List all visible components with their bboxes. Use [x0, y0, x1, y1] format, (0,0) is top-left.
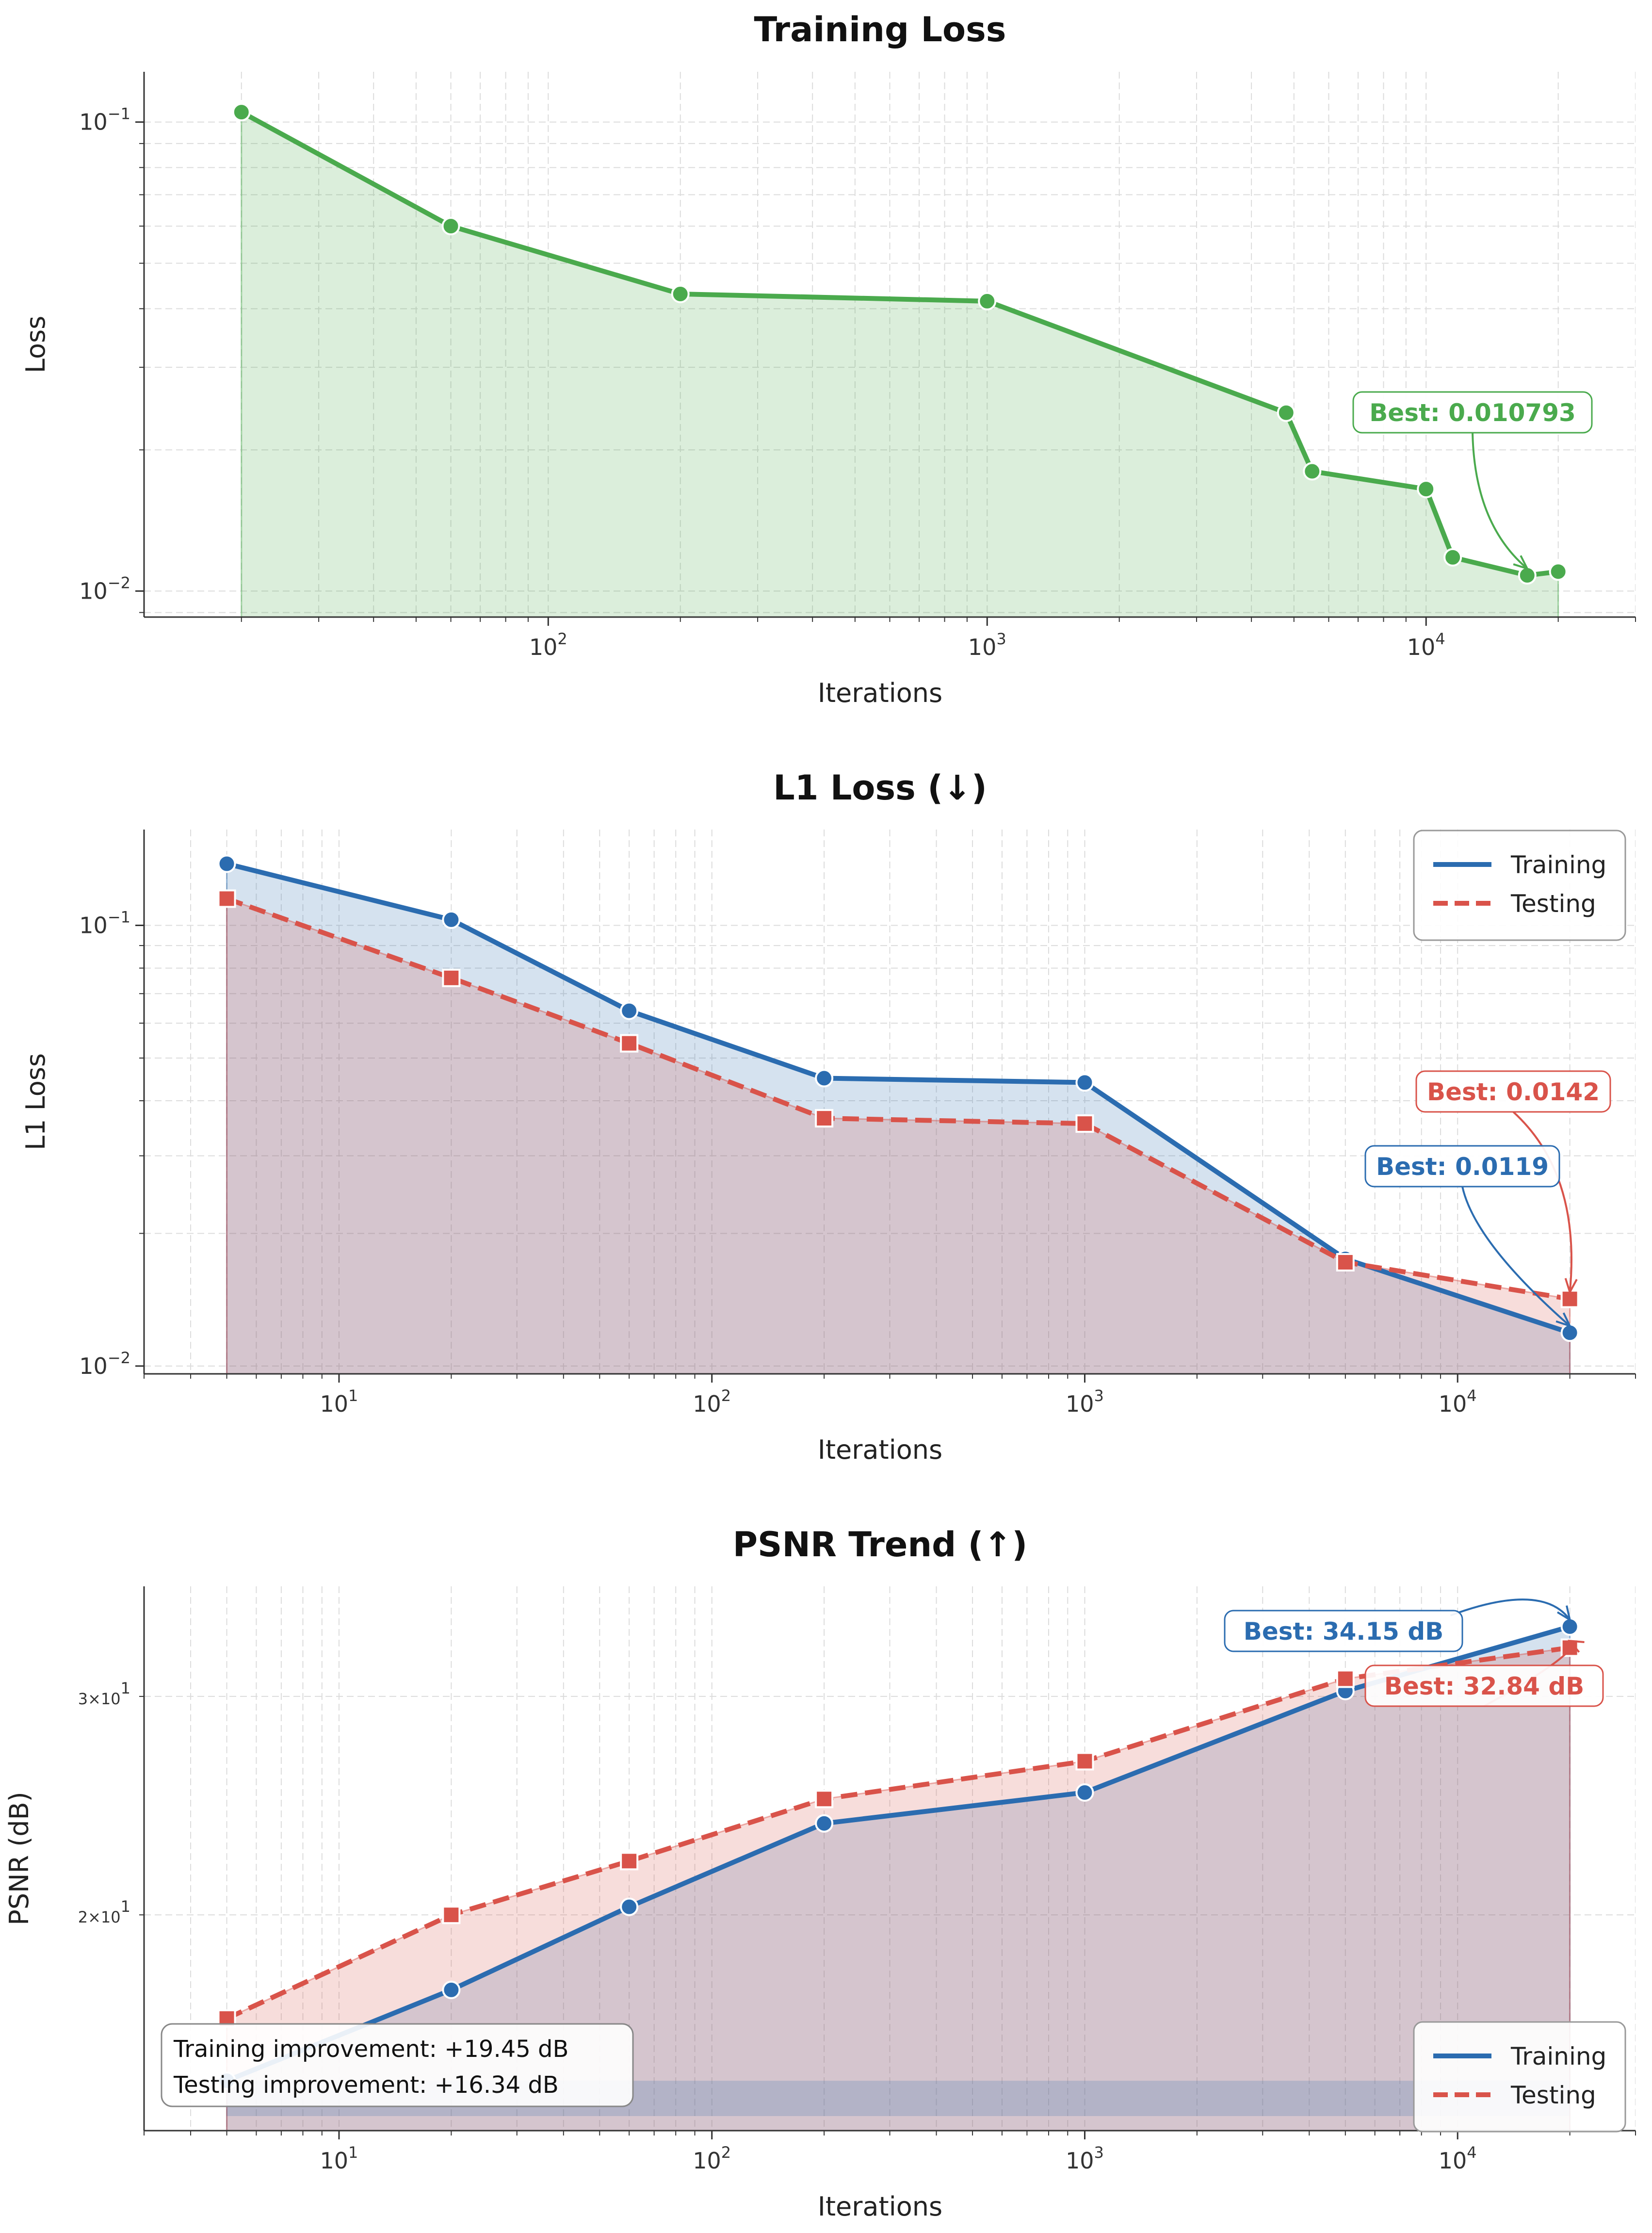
- legend-label-testing: Testing: [1510, 2081, 1596, 2109]
- x-tick-label: 103: [1066, 2143, 1104, 2174]
- y-tick-label: 3×101: [78, 1679, 130, 1708]
- y-tick-label: 10−1: [79, 105, 130, 135]
- x-tick-label: 104: [1439, 1386, 1477, 1417]
- y-axis-label: Loss: [20, 316, 51, 373]
- data-point-training: [815, 1069, 834, 1088]
- annotation-label: Best: 34.15 dB: [1244, 1617, 1444, 1646]
- plot-area: [232, 103, 1568, 617]
- x-tick-label: 104: [1407, 630, 1445, 660]
- chart-title: PSNR Trend (↑): [733, 1525, 1028, 1565]
- y-axis-label: PSNR (dB): [4, 1792, 34, 1925]
- legend-label-training: Training: [1510, 2042, 1606, 2070]
- data-point-testing: [620, 1034, 639, 1053]
- y-tick-label: 10−2: [79, 1349, 130, 1379]
- data-point-loss: [1303, 462, 1322, 481]
- x-axis-label: Iterations: [818, 678, 942, 708]
- data-point-training: [442, 1980, 461, 1999]
- x-tick-label: 101: [320, 1386, 358, 1417]
- x-tick-label: 102: [693, 2143, 731, 2174]
- improvement-info: Training improvement: +19.45 dB Testing i…: [161, 2023, 634, 2107]
- y-tick-label: 2×101: [78, 1897, 130, 1926]
- x-tick-label: 102: [693, 1386, 731, 1417]
- series-line-loss: [240, 110, 1559, 578]
- annotation-label: Best: 0.0142: [1427, 1078, 1600, 1106]
- x-tick-label: 103: [1066, 1386, 1104, 1417]
- legend-label-training: Training: [1510, 851, 1606, 879]
- data-point-loss: [671, 284, 690, 303]
- chart-title: Training Loss: [754, 10, 1006, 49]
- data-point-training: [442, 910, 461, 929]
- annotation-label: Best: 32.84 dB: [1384, 1672, 1585, 1700]
- annotation-box: [1224, 1610, 1463, 1652]
- panel-1: 102 103 104 10−2 10−1 Training Loss Iterations…: [20, 10, 1636, 708]
- panel-3: 101 102 103 104 2×101 3×101 PSNR Trend (↑) Iter…: [4, 1525, 1636, 2222]
- y-tick-label: 10−1: [79, 908, 130, 939]
- data-point-loss: [1518, 566, 1537, 585]
- data-point-loss: [1549, 562, 1568, 581]
- data-point-testing: [1336, 1669, 1355, 1688]
- annotation-label: Best: 0.0119: [1376, 1153, 1549, 1181]
- chart-title: L1 Loss (↓): [773, 768, 987, 808]
- data-point-testing: [815, 1109, 834, 1128]
- x-axis-label: Iterations: [818, 1434, 942, 1465]
- x-axis-label: Iterations: [818, 2191, 942, 2222]
- annotation-arrowhead: [1555, 1312, 1572, 1328]
- y-axis-label: L1 Loss: [20, 1053, 51, 1150]
- annotation-arrowhead: [1556, 1605, 1571, 1622]
- annotation-box: [1352, 391, 1593, 434]
- data-point-testing: [620, 1852, 639, 1871]
- annotation-arrowhead: [1564, 1278, 1578, 1295]
- annotation-box: [1364, 1145, 1560, 1188]
- annotation-box: [1415, 1070, 1611, 1113]
- data-point-training: [1075, 1073, 1094, 1092]
- annotation-label: Best: 0.010793: [1369, 399, 1576, 427]
- legend-label-testing: Testing: [1510, 890, 1596, 918]
- data-point-loss: [1443, 548, 1462, 567]
- plot-area: [217, 1617, 1579, 2131]
- data-point-testing: [217, 889, 236, 908]
- improvement-line: Testing improvement: +16.34 dB: [173, 2071, 559, 2099]
- annotation-arrowhead: [1568, 1640, 1585, 1653]
- improvement-info-box: [161, 2023, 634, 2107]
- data-point-testing: [1336, 1253, 1355, 1271]
- x-tick-label: 101: [320, 2143, 358, 2174]
- y-tick-label: 10−2: [79, 573, 130, 604]
- improvement-line: Training improvement: +19.45 dB: [173, 2036, 568, 2063]
- data-point-loss: [1417, 480, 1436, 499]
- data-point-testing: [442, 968, 461, 987]
- x-tick-label: 104: [1439, 2143, 1477, 2174]
- grid: [144, 72, 1636, 617]
- data-point-loss: [1277, 403, 1296, 422]
- legend: Training Testing: [1413, 2021, 1626, 2133]
- annotation-arrowhead: [1513, 555, 1529, 570]
- data-point-testing: [442, 1906, 461, 1924]
- data-point-loss: [232, 103, 251, 122]
- annotation-arrow: [1472, 432, 1528, 570]
- plot-area: [217, 854, 1579, 1374]
- annotation-arrow: [1512, 1111, 1572, 1292]
- data-point-training: [620, 1897, 639, 1916]
- data-point-testing: [1075, 1752, 1094, 1771]
- x-tick-label: 103: [968, 630, 1006, 660]
- data-point-training: [620, 1001, 639, 1020]
- data-point-testing: [1075, 1114, 1094, 1133]
- data-point-loss: [441, 217, 460, 236]
- annotation-arrow: [1450, 1598, 1571, 1621]
- panel-2: 101 102 103 104 10−2 10−1 L1 Loss (↓) Iteration…: [20, 768, 1636, 1465]
- data-point-testing: [815, 1790, 834, 1809]
- annotation-box: [1364, 1664, 1604, 1707]
- legend-frame: [1413, 2021, 1626, 2133]
- data-point-training: [815, 1814, 834, 1833]
- data-point-loss: [978, 292, 997, 310]
- data-point-training: [217, 854, 236, 873]
- x-tick-label: 102: [529, 630, 567, 660]
- legend: Training Testing: [1413, 830, 1626, 941]
- annotation-arrow: [1461, 1186, 1571, 1327]
- data-point-training: [1075, 1783, 1094, 1802]
- legend-frame: [1413, 830, 1626, 941]
